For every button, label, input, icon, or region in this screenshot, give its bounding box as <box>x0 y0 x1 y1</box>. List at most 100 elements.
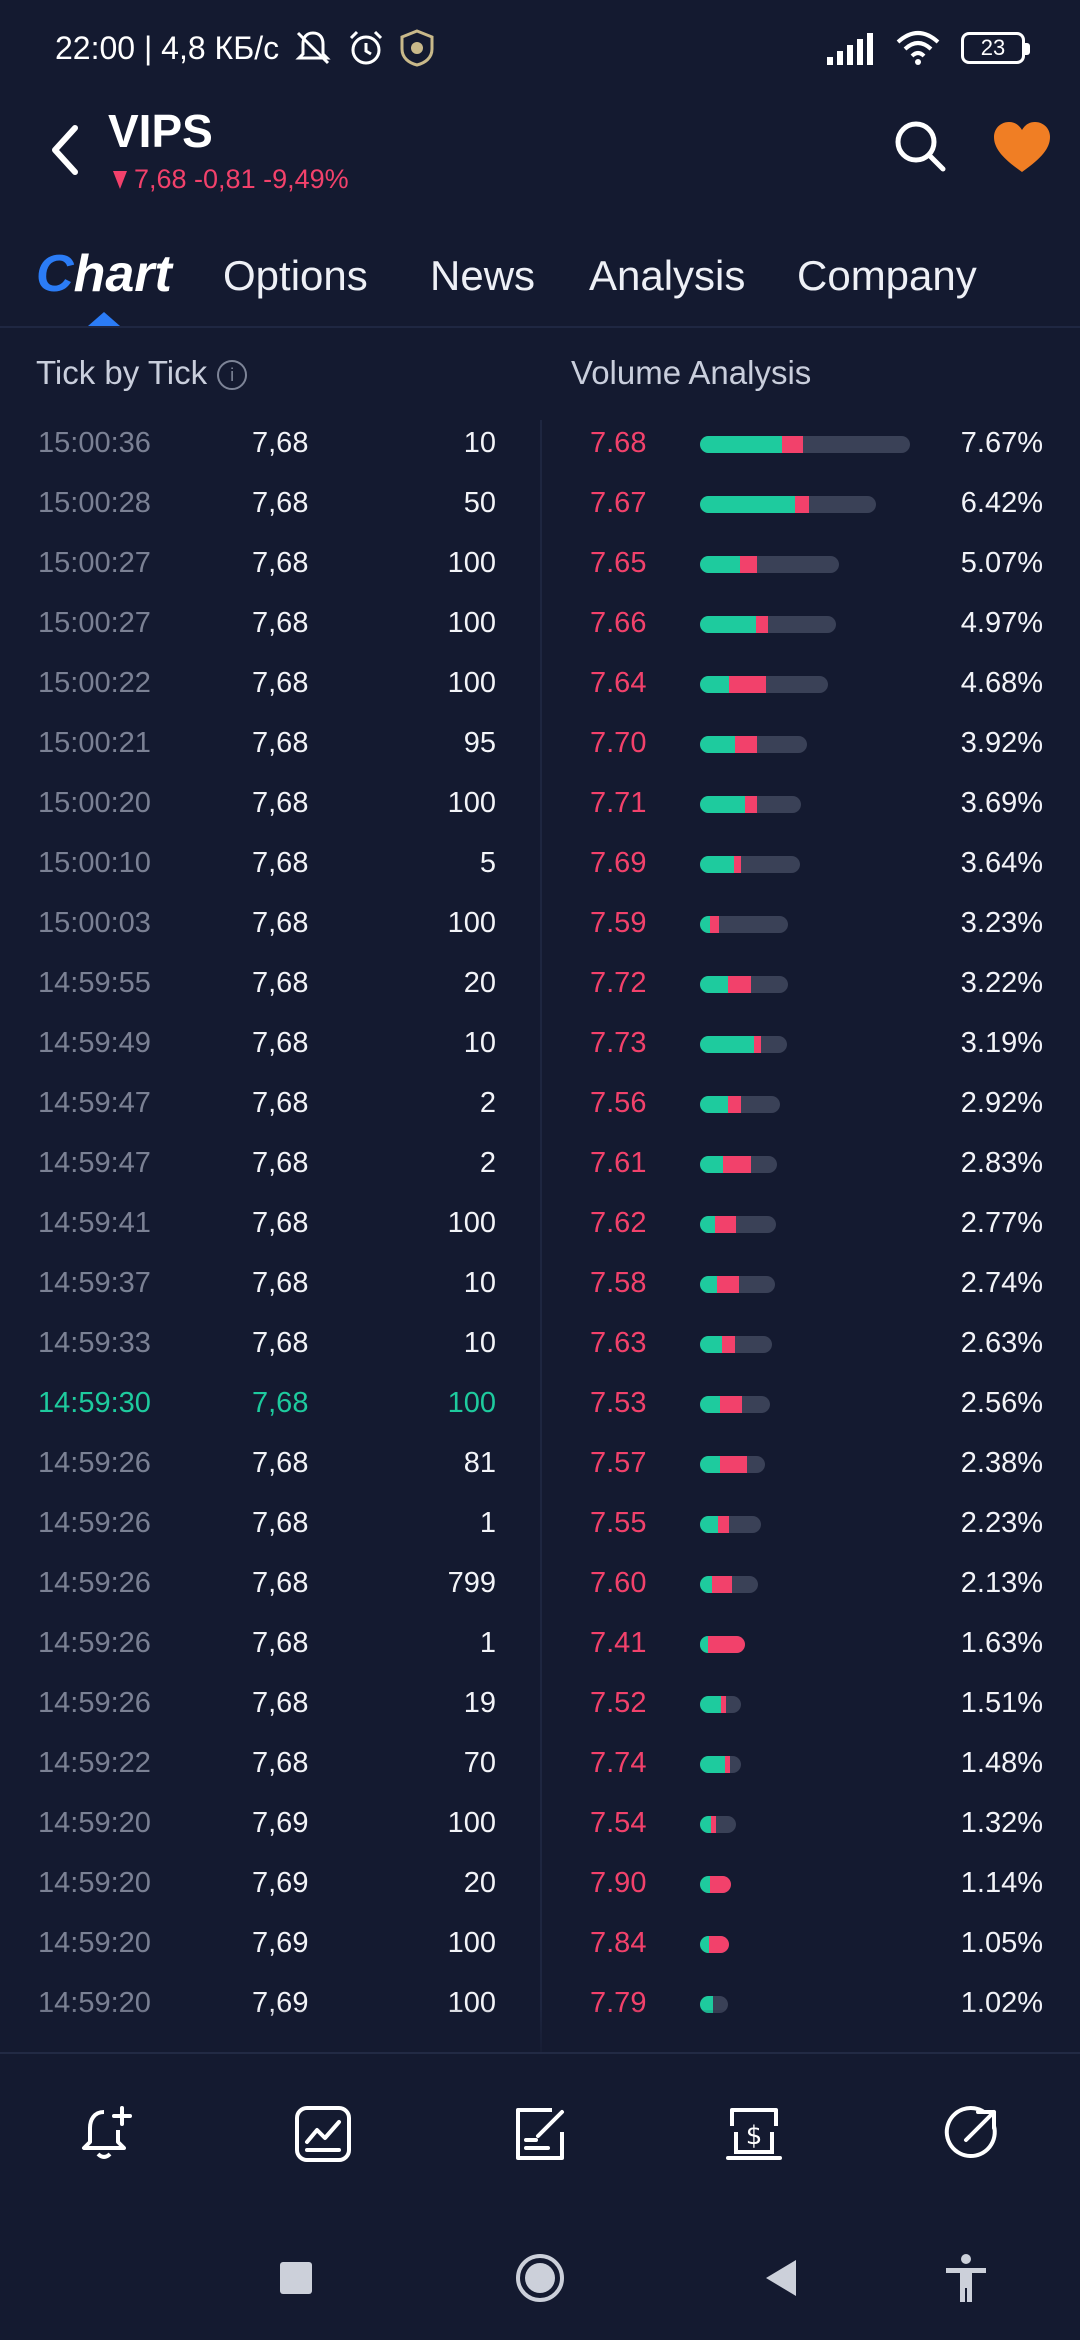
volume-bar-buy <box>700 796 745 813</box>
volume-bar <box>700 1696 741 1713</box>
volume-row: 7.64 4.68% <box>560 654 1080 714</box>
volume-bar-buy <box>700 856 734 873</box>
back-arrow-icon[interactable] <box>45 120 85 180</box>
tick-price: 7,68 <box>252 667 309 699</box>
tick-vol: 100 <box>447 1387 496 1419</box>
volume-bar <box>700 1036 787 1053</box>
volume-row: 7.71 3.69% <box>560 774 1080 834</box>
tick-time: 15:00:20 <box>38 787 151 819</box>
tick-row: 15:00:21 7,68 95 <box>0 714 540 774</box>
tick-row: 14:59:33 7,68 10 <box>0 1314 540 1374</box>
volume-bar-buy <box>700 1276 717 1293</box>
volume-row: 7.65 5.07% <box>560 534 1080 594</box>
tab-company[interactable]: Company <box>797 252 977 299</box>
volume-bar-buy <box>700 1816 711 1833</box>
tick-row: 14:59:26 7,68 19 <box>0 1674 540 1734</box>
volume-price: 7.70 <box>590 727 647 759</box>
volume-price: 7.65 <box>590 547 647 579</box>
volume-row: 7.53 2.56% <box>560 1374 1080 1434</box>
info-icon[interactable]: i <box>217 360 248 391</box>
volume-price: 7.74 <box>590 1747 647 1779</box>
volume-bar-buy <box>700 1576 712 1593</box>
home-circle-icon[interactable] <box>514 2252 566 2304</box>
accessibility-icon[interactable] <box>940 2252 992 2304</box>
tick-row: 14:59:22 7,68 70 <box>0 1734 540 1794</box>
volume-bar-buy <box>700 1456 720 1473</box>
tick-vol: 100 <box>447 1807 496 1839</box>
tick-vol: 2 <box>479 1087 496 1119</box>
volume-bar-buy <box>700 676 729 693</box>
tick-row: 14:59:20 7,69 100 <box>0 1914 540 1974</box>
tick-row: 14:59:20 7,69 100 <box>0 1794 540 1854</box>
tick-price: 7,68 <box>252 607 309 639</box>
volume-bar <box>700 1756 741 1773</box>
volume-list[interactable]: 7.68 7.67% 7.67 6.42% 7.65 5.07% 7.66 4.97% 7.64… <box>560 414 1080 2034</box>
volume-bar <box>700 1216 776 1233</box>
volume-price: 7.55 <box>590 1507 647 1539</box>
tick-price: 7,68 <box>252 1087 309 1119</box>
volume-bar-sell <box>728 976 751 993</box>
tick-row: 15:00:36 7,68 10 <box>0 414 540 474</box>
tab-chart[interactable]: Chart <box>36 244 172 304</box>
bottom-toolbar: $ <box>0 2052 1080 2214</box>
volume-bar-sell <box>735 736 757 753</box>
volume-bar <box>700 736 807 753</box>
trade-dollar-icon[interactable]: $ <box>722 2102 786 2166</box>
tab-options[interactable]: Options <box>223 252 368 299</box>
tick-time: 14:59:26 <box>38 1627 151 1659</box>
tick-price: 7,69 <box>252 1807 309 1839</box>
ticker-symbol: VIPS <box>108 105 213 157</box>
volume-bar <box>700 1396 770 1413</box>
tick-price: 7,68 <box>252 1567 309 1599</box>
tab-analysis[interactable]: Analysis <box>589 252 746 299</box>
volume-bar-sell <box>723 1156 751 1173</box>
favorite-heart-icon[interactable] <box>992 120 1052 176</box>
volume-bar-buy <box>700 1696 721 1713</box>
volume-bar-buy <box>700 1336 722 1353</box>
volume-bar <box>700 1096 780 1113</box>
tick-vol: 100 <box>447 1927 496 1959</box>
volume-bar-sell <box>712 1576 732 1593</box>
volume-bar-sell <box>709 1936 729 1953</box>
tick-row: 15:00:28 7,68 50 <box>0 474 540 534</box>
volume-price: 7.58 <box>590 1267 647 1299</box>
volume-percent: 2.13% <box>960 1567 1043 1599</box>
volume-price: 7.54 <box>590 1807 647 1839</box>
volume-bar-buy <box>700 1396 720 1413</box>
tick-vol: 100 <box>447 787 496 819</box>
bell-plus-icon[interactable] <box>76 2102 140 2166</box>
search-icon[interactable] <box>892 118 948 174</box>
share-icon[interactable] <box>940 2102 1004 2166</box>
edit-note-icon[interactable] <box>508 2102 572 2166</box>
tab-news[interactable]: News <box>430 252 536 299</box>
volume-bar-buy <box>700 976 728 993</box>
volume-bar-buy <box>700 1876 710 1893</box>
tick-row: 14:59:26 7,68 81 <box>0 1434 540 1494</box>
tick-vol: 10 <box>463 1327 496 1359</box>
volume-bar-buy <box>700 616 756 633</box>
volume-bar-buy <box>700 1936 709 1953</box>
volume-bar-sell <box>745 796 757 813</box>
volume-bar-sell <box>710 1876 731 1893</box>
volume-percent: 3.22% <box>960 967 1043 999</box>
stock-header: VIPS 7,68 -0,81 -9,49% <box>0 96 1080 216</box>
volume-percent: 3.19% <box>960 1027 1043 1059</box>
volume-price: 7.63 <box>590 1327 647 1359</box>
volume-bar-sell <box>708 1636 745 1653</box>
volume-row: 7.54 1.32% <box>560 1794 1080 1854</box>
tick-time: 14:59:47 <box>38 1147 151 1179</box>
back-triangle-icon[interactable] <box>756 2252 808 2304</box>
tick-time: 15:00:28 <box>38 487 151 519</box>
tick-price: 7,68 <box>252 967 309 999</box>
system-nav-bar <box>0 2212 1080 2340</box>
volume-bar-sell <box>711 1816 716 1833</box>
volume-bar-sell <box>720 1456 747 1473</box>
tick-row: 14:59:37 7,68 10 <box>0 1254 540 1314</box>
tick-price: 7,68 <box>252 1507 309 1539</box>
volume-bar-sell <box>718 1516 729 1533</box>
chart-icon[interactable] <box>291 2102 355 2166</box>
tick-list[interactable]: 15:00:36 7,68 10 15:00:28 7,68 50 15:00:27 7,68… <box>0 414 540 2034</box>
recents-square-icon[interactable] <box>270 2252 322 2304</box>
tick-time: 14:59:55 <box>38 967 151 999</box>
volume-percent: 3.69% <box>960 787 1043 819</box>
